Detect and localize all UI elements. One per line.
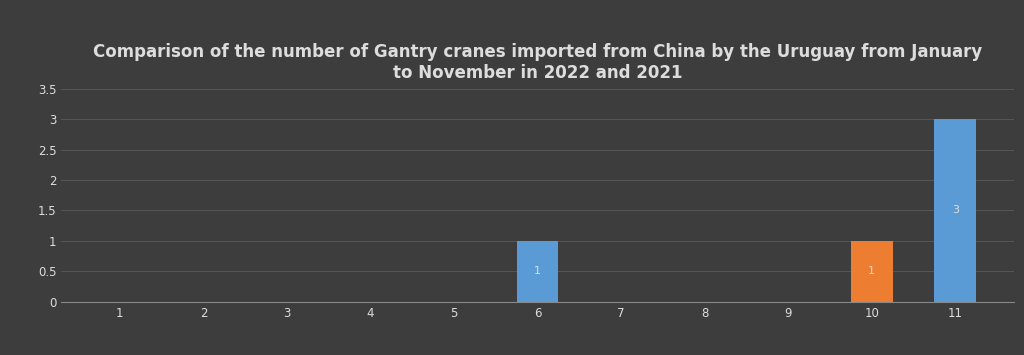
Text: 1: 1 <box>868 266 876 276</box>
Bar <box>935 119 976 302</box>
Bar <box>517 241 558 302</box>
Bar <box>851 241 893 302</box>
Title: Comparison of the number of Gantry cranes imported from China by the Uruguay fro: Comparison of the number of Gantry crane… <box>93 43 982 82</box>
Text: 1: 1 <box>535 266 541 276</box>
Text: 3: 3 <box>951 206 958 215</box>
